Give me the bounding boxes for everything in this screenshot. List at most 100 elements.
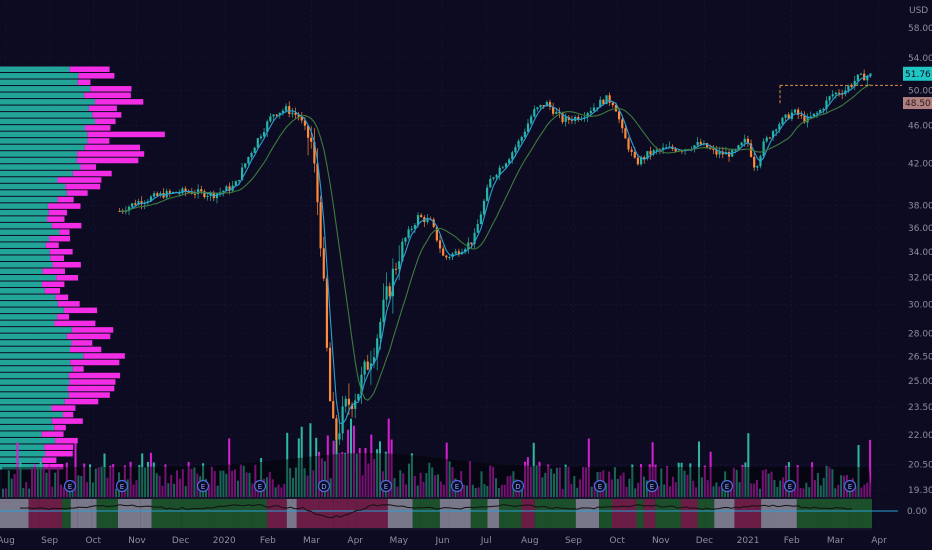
volume-bar bbox=[341, 452, 344, 497]
time-tick-label: Feb bbox=[260, 536, 276, 546]
candle-body bbox=[539, 104, 542, 108]
volume-bar bbox=[857, 444, 860, 497]
volume-profile-up-row bbox=[0, 131, 88, 138]
volume-bar bbox=[86, 482, 89, 497]
volume-bar bbox=[312, 470, 315, 497]
volume-profile-down-row bbox=[70, 359, 120, 366]
volume-profile-up-row bbox=[0, 125, 85, 131]
volume-bar bbox=[326, 435, 329, 497]
oscillator-segment bbox=[267, 499, 287, 528]
volume-bar bbox=[866, 482, 869, 497]
time-tick-label: Feb bbox=[784, 536, 800, 546]
candle-body bbox=[727, 152, 731, 157]
candle-body bbox=[718, 151, 721, 155]
oscillator-segment bbox=[611, 499, 637, 528]
volume-profile-up-row bbox=[0, 105, 89, 112]
price-tick-label: 38.00 bbox=[908, 201, 932, 211]
volume-profile-down-row bbox=[47, 216, 65, 222]
volume-bar bbox=[161, 485, 164, 497]
volume-bar bbox=[503, 484, 506, 497]
volume-bar bbox=[828, 467, 831, 497]
candle-body bbox=[294, 112, 297, 115]
event-marker: E bbox=[593, 479, 607, 493]
volume-bar bbox=[42, 468, 45, 497]
volume-bar bbox=[657, 485, 660, 497]
volume-bar bbox=[48, 464, 51, 497]
oscillator-segment bbox=[655, 499, 681, 528]
candle-body bbox=[379, 321, 382, 339]
volume-bar bbox=[715, 482, 718, 497]
candle-body bbox=[768, 137, 771, 139]
oscillator-segment bbox=[831, 499, 850, 528]
volume-bar bbox=[306, 475, 309, 497]
volume-bar bbox=[419, 472, 422, 497]
volume-bar bbox=[521, 486, 524, 497]
candle-body bbox=[193, 193, 197, 195]
candle-body bbox=[753, 156, 756, 168]
candle-body bbox=[627, 138, 630, 150]
volume-profile-down-row bbox=[87, 131, 165, 138]
oscillator-segment bbox=[319, 499, 334, 528]
volume-bar bbox=[869, 439, 872, 497]
volume-bar bbox=[680, 462, 683, 497]
volume-profile-up-row bbox=[0, 457, 43, 463]
volume-bar bbox=[7, 470, 10, 497]
event-marker-letter: E bbox=[201, 483, 205, 491]
oscillator-segment bbox=[292, 499, 297, 528]
oscillator-segment bbox=[44, 499, 63, 528]
volume-bar bbox=[579, 479, 582, 497]
volume-bar bbox=[773, 480, 776, 497]
volume-bar bbox=[428, 462, 431, 497]
oscillator-segment bbox=[252, 499, 268, 528]
volume-bar bbox=[471, 484, 474, 497]
volume-bar bbox=[437, 474, 440, 497]
event-marker-circle bbox=[450, 479, 464, 493]
volume-profile-down-row bbox=[77, 151, 145, 157]
volume-profile-up-row bbox=[0, 92, 85, 99]
event-marker-circle bbox=[645, 479, 659, 493]
candle-body bbox=[828, 96, 831, 101]
candle-body bbox=[825, 100, 828, 109]
volume-profile-down-row bbox=[57, 196, 74, 203]
volume-profile-up-row bbox=[0, 424, 55, 431]
candle-body bbox=[338, 433, 341, 440]
candle-body bbox=[394, 268, 398, 270]
volume-profile-down-row bbox=[54, 320, 96, 327]
volume-bar bbox=[289, 468, 292, 497]
volume-bar bbox=[25, 482, 28, 497]
volume-bar bbox=[149, 452, 152, 497]
time-tick-label: Apr bbox=[871, 536, 887, 546]
volume-bar bbox=[135, 480, 138, 497]
time-tick-label: Apr bbox=[347, 536, 363, 546]
oscillator-segment bbox=[575, 499, 600, 528]
volume-profile-down-row bbox=[41, 431, 64, 437]
volume-bar bbox=[132, 484, 135, 497]
volume-bar bbox=[425, 473, 428, 497]
candle-body bbox=[467, 242, 470, 250]
volume-bar bbox=[65, 462, 68, 497]
oscillator-segment bbox=[28, 499, 40, 528]
grid-lines bbox=[0, 0, 898, 530]
volume-bar bbox=[254, 464, 257, 497]
volume-bar bbox=[547, 464, 550, 497]
volume-profile-up-row bbox=[0, 112, 93, 118]
volume-profile-up-row bbox=[0, 327, 72, 333]
volume-bar bbox=[642, 476, 645, 497]
volume-bar bbox=[587, 438, 590, 497]
price-tick-label: 23.50 bbox=[908, 403, 932, 413]
currency-label: USD bbox=[909, 6, 928, 16]
volume-profile-up-row bbox=[0, 431, 42, 437]
oscillator-line bbox=[19, 504, 853, 519]
volume-profile-down-row bbox=[71, 327, 114, 333]
volume-profile-up-row bbox=[0, 444, 45, 450]
candle-body bbox=[382, 299, 385, 322]
event-marker-circle bbox=[196, 479, 210, 493]
volume-profile-up-row bbox=[0, 392, 69, 398]
volume-profile-down-row bbox=[42, 281, 65, 288]
volume-bar bbox=[489, 465, 492, 497]
candle-body bbox=[514, 147, 517, 153]
volume-profile-down-row bbox=[68, 372, 121, 379]
time-tick-label: Aug bbox=[521, 536, 539, 546]
